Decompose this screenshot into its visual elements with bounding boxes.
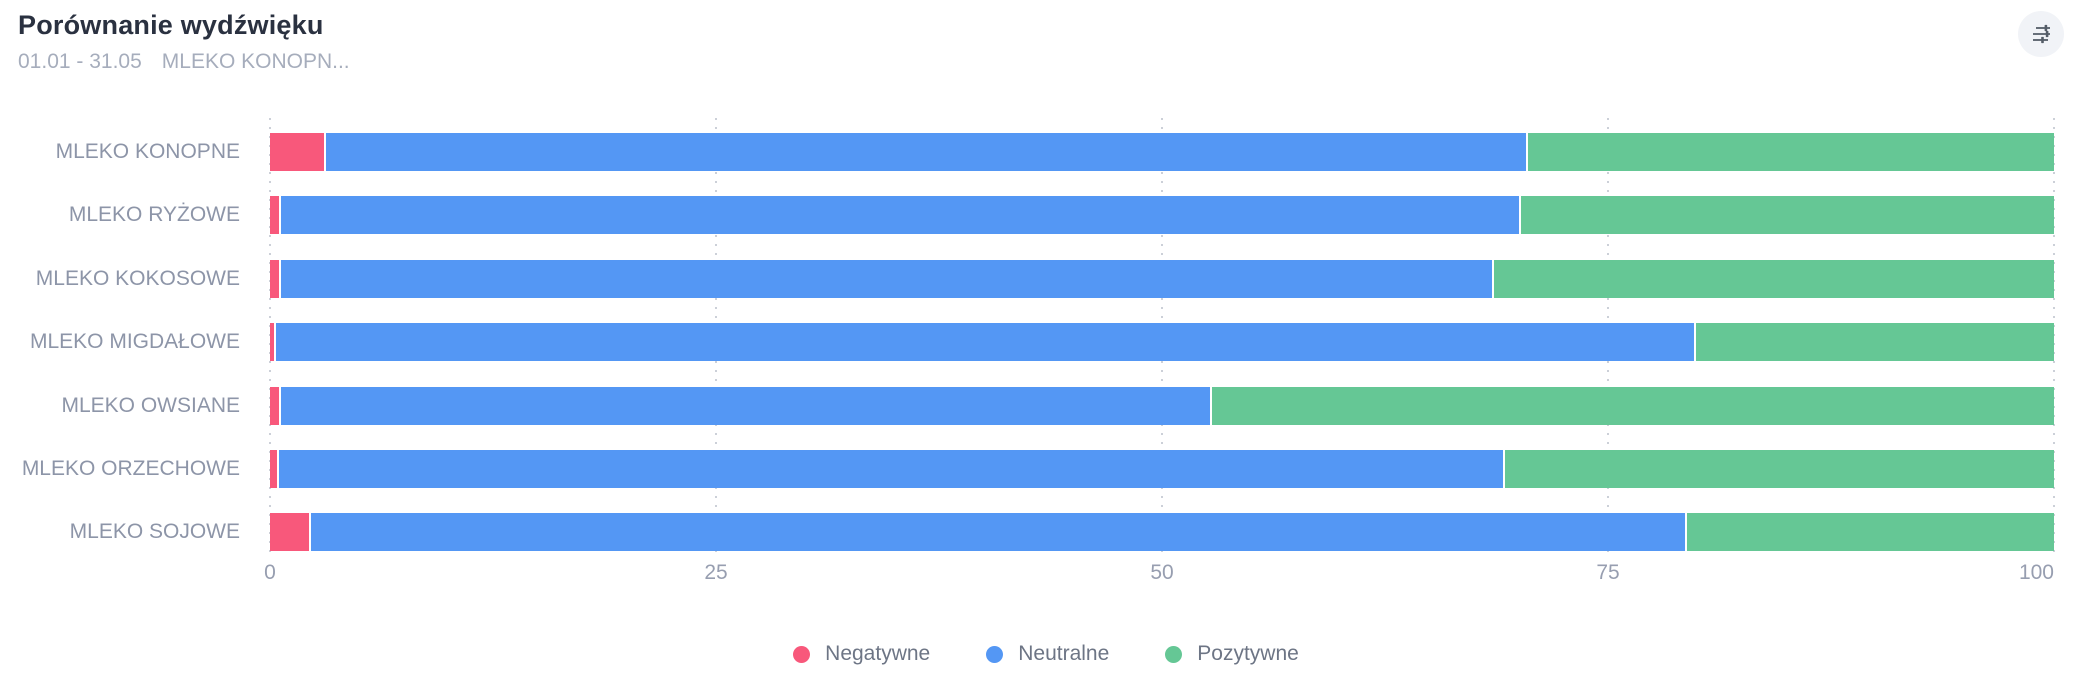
x-axis: 0 25 50 75 100: [264, 561, 2054, 591]
page-title: Porównanie wydźwięku: [18, 10, 324, 40]
legend-dot-icon: [1165, 645, 1183, 663]
bar-segment-neutralne[interactable]: [277, 450, 1503, 488]
bar-segment-pozytywne[interactable]: [1518, 196, 2054, 235]
bar-row-5: MLEKO OWSIANE: [61, 386, 2054, 425]
legend-label: Negatywne: [825, 642, 931, 665]
bar-row-3: MLEKO KOKOSOWE: [36, 259, 2054, 298]
legend-dot-icon: [986, 645, 1004, 663]
legend-item-neutralne[interactable]: Neutralne: [986, 642, 1109, 666]
bar-segment-pozytywne[interactable]: [1210, 386, 2054, 425]
bar-segment-pozytywne[interactable]: [1492, 259, 2054, 298]
bar-row-1: MLEKO KONOPNE: [56, 133, 2054, 171]
legend-dot-icon: [793, 645, 811, 663]
bar-segment-pozytywne[interactable]: [1693, 323, 2054, 362]
bar-segment-negatywne[interactable]: [270, 196, 279, 235]
bar-row-4: MLEKO MIGDAŁOWE: [30, 323, 2054, 362]
bar-segment-neutralne[interactable]: [278, 386, 1211, 425]
x-tick-label-75: 75: [1596, 561, 1620, 584]
legend-label: Pozytywne: [1197, 642, 1299, 665]
legend-item-pozytywne[interactable]: Pozytywne: [1165, 642, 1299, 666]
category-label: MLEKO OWSIANE: [61, 393, 240, 417]
category-label: MLEKO MIGDAŁOWE: [29, 330, 240, 354]
bar-segment-negatywne[interactable]: [270, 323, 274, 362]
bar-row-2: MLEKO RYŻOWE: [69, 196, 2054, 235]
bar-segment-pozytywne[interactable]: [1684, 513, 2054, 552]
category-label: MLEKO KOKOSOWE: [35, 266, 240, 290]
legend-item-negatywne[interactable]: Negatywne: [793, 642, 930, 666]
bar-row-6: MLEKO ORZECHOWE: [22, 450, 2054, 488]
keyword-label: MLEKO KONOPN...: [161, 50, 350, 73]
bar-segment-neutralne[interactable]: [278, 196, 1519, 235]
bar-segment-pozytywne[interactable]: [1502, 450, 2054, 488]
category-label: MLEKO ORZECHOWE: [21, 457, 240, 480]
chart-subtitle: 01.01 - 31.05 MLEKO KONOPN...: [18, 50, 350, 74]
date-range-label: 01.01 - 31.05: [18, 50, 142, 73]
sliders-icon: [2029, 22, 2053, 46]
x-tick-label-0: 0: [264, 561, 276, 584]
bar-segment-neutralne[interactable]: [273, 323, 1694, 362]
plot-area: MLEKO KONOPNE MLEKO RYŻOWE MLEKO KOKOSOWE M…: [22, 118, 2055, 556]
chart-settings-button[interactable]: [2018, 11, 2064, 57]
category-label: MLEKO SOJOWE: [69, 520, 240, 544]
bar-segment-negatywne[interactable]: [270, 513, 310, 552]
bar-segment-negatywne[interactable]: [270, 259, 279, 298]
bar-segment-neutralne[interactable]: [309, 513, 1685, 552]
bar-segment-pozytywne[interactable]: [1525, 133, 2054, 171]
chart-legend: Negatywne Neutralne Pozytywne: [0, 638, 2092, 670]
category-label: MLEKO RYŻOWE: [68, 203, 240, 227]
x-tick-label-25: 25: [704, 561, 728, 584]
legend-label: Neutralne: [1018, 642, 1110, 665]
bar-segment-negatywne[interactable]: [270, 133, 324, 171]
category-label: MLEKO KONOPNE: [55, 140, 240, 163]
bar-segment-neutralne[interactable]: [278, 259, 1493, 298]
bar-segment-negatywne[interactable]: [270, 450, 278, 488]
bar-segment-neutralne[interactable]: [323, 133, 1526, 171]
x-tick-label-100: 100: [2018, 561, 2054, 584]
bar-row-7: MLEKO SOJOWE: [70, 513, 2054, 552]
x-tick-label-50: 50: [1150, 561, 1174, 584]
bar-segment-negatywne[interactable]: [270, 386, 279, 425]
